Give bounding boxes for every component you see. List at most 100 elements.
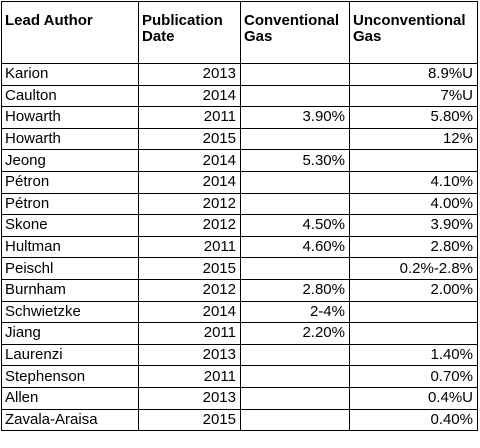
cell-publication-date: 2011 <box>138 235 241 259</box>
header-label: Publication <box>142 12 223 29</box>
header-publication-date: Publication Date <box>138 1 241 64</box>
cell-publication-date: 2014 <box>138 300 241 324</box>
cell-conventional-gas: 2.80% <box>240 278 350 302</box>
cell-conventional-gas <box>240 127 350 151</box>
cell-publication-date: 2015 <box>138 257 241 280</box>
cell-unconventional-gas: 1.40% <box>349 343 478 367</box>
table-row: Laurenzi 2013 1.40% <box>1 343 478 367</box>
header-label: Date <box>142 28 175 45</box>
cell-lead-author: Peischl <box>1 257 139 280</box>
table-body: Karion 2013 8.9%U Caulton 2014 7%U Howarth 2011… <box>1 63 478 432</box>
cell-lead-author: Hultman <box>1 235 139 259</box>
cell-lead-author: Laurenzi <box>1 343 139 367</box>
cell-publication-date: 2014 <box>138 149 241 172</box>
cell-publication-date: 2013 <box>138 386 241 410</box>
cell-unconventional-gas <box>349 149 478 172</box>
cell-unconventional-gas: 0.70% <box>349 365 478 388</box>
cell-lead-author: Allen <box>1 386 139 410</box>
cell-conventional-gas: 5.30% <box>240 149 350 172</box>
cell-lead-author: Zavala-Araisa <box>1 408 139 432</box>
cell-unconventional-gas <box>349 300 478 324</box>
table-row: Pétron 2014 4.10% <box>1 170 478 194</box>
table-row: Schwietzke 2014 2-4% <box>1 300 478 324</box>
cell-publication-date: 2013 <box>138 63 241 86</box>
cell-conventional-gas <box>240 386 350 410</box>
table-row: Pétron 2012 4.00% <box>1 192 478 216</box>
cell-conventional-gas: 2.20% <box>240 322 350 345</box>
header-unconventional-gas: Unconventional Gas <box>349 1 478 64</box>
header-label: Lead Author <box>5 12 93 29</box>
methane-leakage-table: Lead Author Publication Date Conventiona… <box>1 1 478 432</box>
cell-lead-author: Skone <box>1 214 139 237</box>
cell-conventional-gas <box>240 408 350 432</box>
cell-unconventional-gas: 4.10% <box>349 170 478 194</box>
cell-lead-author: Stephenson <box>1 365 139 388</box>
cell-lead-author: Jiang <box>1 322 139 345</box>
table-row: Zavala-Araisa 2015 0.40% <box>1 408 478 432</box>
cell-publication-date: 2012 <box>138 214 241 237</box>
cell-conventional-gas <box>240 192 350 216</box>
cell-lead-author: Caulton <box>1 84 139 108</box>
header-conventional-gas: Conventional Gas <box>240 1 350 64</box>
cell-conventional-gas: 3.90% <box>240 106 350 129</box>
cell-conventional-gas: 2-4% <box>240 300 350 324</box>
cell-publication-date: 2012 <box>138 278 241 302</box>
cell-publication-date: 2015 <box>138 127 241 151</box>
cell-publication-date: 2013 <box>138 343 241 367</box>
table-row: Howarth 2011 3.90% 5.80% <box>1 106 478 129</box>
table-row: Hultman 2011 4.60% 2.80% <box>1 235 478 259</box>
header-label: Conventional <box>244 12 340 29</box>
cell-conventional-gas <box>240 84 350 108</box>
cell-lead-author: Howarth <box>1 127 139 151</box>
cell-conventional-gas <box>240 365 350 388</box>
header-row: Lead Author Publication Date Conventiona… <box>1 1 478 64</box>
cell-unconventional-gas: 3.90% <box>349 214 478 237</box>
table-row: Howarth 2015 12% <box>1 127 478 151</box>
cell-unconventional-gas: 8.9%U <box>349 63 478 86</box>
cell-unconventional-gas: 0.4%U <box>349 386 478 410</box>
cell-unconventional-gas: 2.80% <box>349 235 478 259</box>
table-row: Jeong 2014 5.30% <box>1 149 478 172</box>
table-row: Caulton 2014 7%U <box>1 84 478 108</box>
cell-conventional-gas: 4.60% <box>240 235 350 259</box>
cell-publication-date: 2015 <box>138 408 241 432</box>
cell-publication-date: 2012 <box>138 192 241 216</box>
cell-unconventional-gas: 2.00% <box>349 278 478 302</box>
cell-publication-date: 2014 <box>138 84 241 108</box>
cell-lead-author: Schwietzke <box>1 300 139 324</box>
cell-unconventional-gas: 0.2%-2.8% <box>349 257 478 280</box>
cell-unconventional-gas <box>349 322 478 345</box>
table-row: Allen 2013 0.4%U <box>1 386 478 410</box>
table-row: Jiang 2011 2.20% <box>1 322 478 345</box>
cell-unconventional-gas: 5.80% <box>349 106 478 129</box>
cell-lead-author: Jeong <box>1 149 139 172</box>
cell-publication-date: 2011 <box>138 365 241 388</box>
cell-lead-author: Howarth <box>1 106 139 129</box>
cell-unconventional-gas: 7%U <box>349 84 478 108</box>
cell-conventional-gas: 4.50% <box>240 214 350 237</box>
table-row: Karion 2013 8.9%U <box>1 63 478 86</box>
header-label: Gas <box>353 28 382 45</box>
cell-lead-author: Pétron <box>1 170 139 194</box>
cell-publication-date: 2011 <box>138 322 241 345</box>
cell-unconventional-gas: 12% <box>349 127 478 151</box>
cell-lead-author: Pétron <box>1 192 139 216</box>
cell-conventional-gas <box>240 343 350 367</box>
table-row: Peischl 2015 0.2%-2.8% <box>1 257 478 280</box>
cell-lead-author: Karion <box>1 63 139 86</box>
cell-conventional-gas <box>240 63 350 86</box>
cell-unconventional-gas: 0.40% <box>349 408 478 432</box>
cell-conventional-gas <box>240 170 350 194</box>
table-row: Skone 2012 4.50% 3.90% <box>1 214 478 237</box>
cell-lead-author: Burnham <box>1 278 139 302</box>
table-row: Stephenson 2011 0.70% <box>1 365 478 388</box>
header-label: Unconventional <box>353 12 466 29</box>
cell-publication-date: 2011 <box>138 106 241 129</box>
cell-publication-date: 2014 <box>138 170 241 194</box>
cell-conventional-gas <box>240 257 350 280</box>
cell-unconventional-gas: 4.00% <box>349 192 478 216</box>
header-lead-author: Lead Author <box>1 1 139 64</box>
table-row: Burnham 2012 2.80% 2.00% <box>1 278 478 302</box>
header-label: Gas <box>244 28 273 45</box>
